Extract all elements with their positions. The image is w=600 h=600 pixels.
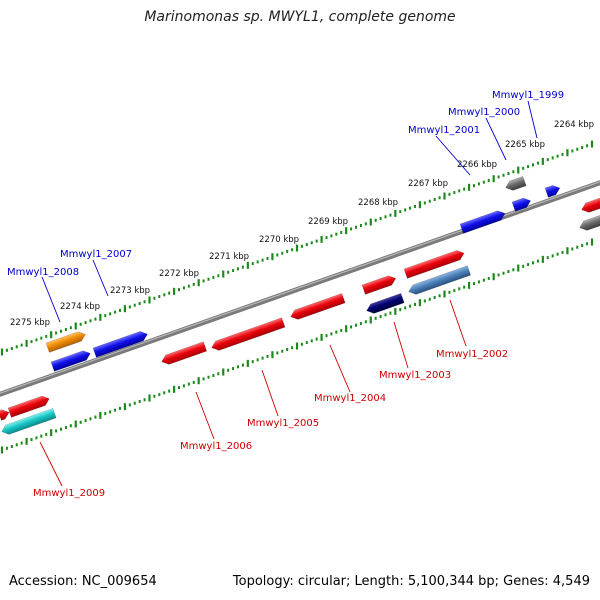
accession-text: Accession: NC_009654 bbox=[9, 574, 157, 589]
gene-label[interactable]: Mmwyl1_2003 bbox=[379, 370, 451, 381]
inner-tick-rail bbox=[0, 238, 594, 454]
gene-feature[interactable] bbox=[578, 214, 600, 232]
gene-feature[interactable] bbox=[544, 183, 562, 198]
callout-line bbox=[329, 344, 351, 393]
callout-line bbox=[393, 321, 409, 369]
gene-label[interactable]: Mmwyl1_2002 bbox=[436, 349, 508, 360]
gene-feature[interactable] bbox=[50, 349, 92, 372]
gene-feature[interactable] bbox=[210, 317, 286, 353]
gene-feature[interactable] bbox=[0, 408, 57, 436]
kbp-label: 2274 kbp bbox=[60, 302, 100, 312]
gene-feature[interactable] bbox=[580, 197, 600, 215]
gene-feature[interactable] bbox=[7, 394, 51, 418]
kbp-label: 2267 kbp bbox=[408, 179, 448, 189]
callout-line bbox=[39, 441, 63, 487]
gene-label[interactable]: Mmwyl1_2004 bbox=[314, 393, 386, 404]
gene-feature[interactable] bbox=[92, 329, 149, 358]
callout-line bbox=[449, 299, 467, 347]
gene-label[interactable]: Mmwyl1_1999 bbox=[492, 90, 564, 101]
kbp-label: 2266 kbp bbox=[457, 160, 497, 170]
callout-line bbox=[195, 391, 215, 440]
gene-label[interactable]: Mmwyl1_2007 bbox=[60, 249, 132, 260]
kbp-label: 2269 kbp bbox=[308, 217, 348, 227]
map-title: Marinomonas sp. MWYL1, complete genome bbox=[144, 9, 456, 25]
callout-line bbox=[41, 276, 61, 323]
gene-feature[interactable] bbox=[407, 265, 472, 297]
genome-stats-text: Topology: circular; Length: 5,100,344 bp… bbox=[232, 574, 590, 589]
gene-label-group: Mmwyl1_1999 Mmwyl1_2000 Mmwyl1_2001 Mmwy… bbox=[7, 90, 564, 499]
gene-features bbox=[0, 176, 600, 436]
kbp-label: 2272 kbp bbox=[159, 269, 199, 279]
gene-label[interactable]: Mmwyl1_2000 bbox=[448, 107, 520, 118]
genome-backbone bbox=[0, 180, 600, 397]
kbp-label-group: 2264 kbp 2265 kbp 2266 kbp 2267 kbp 2268… bbox=[10, 120, 594, 328]
gene-feature[interactable] bbox=[365, 293, 405, 315]
gene-feature[interactable] bbox=[403, 248, 466, 279]
gene-label[interactable]: Mmwyl1_2009 bbox=[33, 488, 105, 499]
kbp-label: 2265 kbp bbox=[505, 140, 545, 150]
kbp-label: 2273 kbp bbox=[110, 286, 150, 296]
gene-label[interactable]: Mmwyl1_2001 bbox=[408, 125, 480, 136]
callout-line bbox=[527, 100, 538, 139]
gene-feature[interactable] bbox=[45, 330, 87, 353]
gene-feature[interactable] bbox=[160, 341, 208, 367]
gene-feature[interactable] bbox=[459, 209, 507, 234]
callout-line bbox=[92, 259, 109, 297]
kbp-label: 2268 kbp bbox=[358, 198, 398, 208]
kbp-label: 2264 kbp bbox=[554, 120, 594, 130]
gene-feature[interactable] bbox=[504, 176, 527, 192]
gene-label[interactable]: Mmwyl1_2006 bbox=[180, 441, 252, 452]
gene-feature[interactable] bbox=[0, 408, 11, 421]
gene-feature[interactable] bbox=[511, 196, 532, 212]
callout-line bbox=[435, 135, 471, 176]
kbp-label: 2270 kbp bbox=[259, 235, 299, 245]
outer-tick-rail bbox=[0, 140, 594, 356]
callout-line bbox=[485, 117, 507, 161]
kbp-label: 2271 kbp bbox=[209, 252, 249, 262]
gene-label[interactable]: Mmwyl1_2008 bbox=[7, 267, 79, 278]
gene-label[interactable]: Mmwyl1_2005 bbox=[247, 418, 319, 429]
callout-lines bbox=[39, 100, 538, 487]
gene-feature[interactable] bbox=[361, 274, 397, 295]
callout-line bbox=[261, 369, 279, 417]
gene-feature[interactable] bbox=[289, 293, 346, 321]
kbp-label: 2275 kbp bbox=[10, 318, 50, 328]
